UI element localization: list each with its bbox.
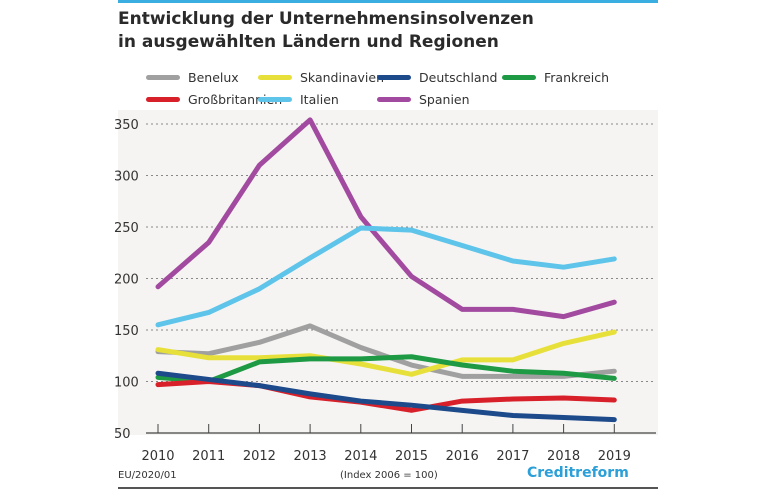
legend-label: Skandinavien <box>300 70 385 85</box>
x-tick-label: 2018 <box>547 449 580 464</box>
y-tick-label: 200 <box>114 273 139 288</box>
legend-item: Großbritannien <box>146 92 282 107</box>
y-tick-label: 350 <box>114 118 139 133</box>
y-tick-label: 50 <box>114 427 131 442</box>
legend-label: Italien <box>300 92 339 107</box>
chart-title: Entwicklung der Unternehmensinsolvenzen … <box>118 8 534 54</box>
legend-item: Skandinavien <box>258 70 384 85</box>
series-line-italien <box>155 225 617 328</box>
legend-label: Frankreich <box>544 70 610 85</box>
series-line-spanien <box>155 117 617 320</box>
legend-label: Deutschland <box>419 70 498 85</box>
index-note: (Index 2006 = 100) <box>340 470 438 481</box>
series-line-skandinavien <box>155 329 617 377</box>
title-line-1: Entwicklung der Unternehmensinsolvenzen <box>118 9 534 29</box>
legend-item: Spanien <box>377 92 470 107</box>
legend-label: Spanien <box>419 92 470 107</box>
legend-label: Benelux <box>188 70 239 85</box>
x-tick-label: 2019 <box>598 449 631 464</box>
creditreform-logo: Creditreform <box>527 465 629 481</box>
y-tick-label: 100 <box>114 376 139 391</box>
series-line-großbritannien <box>155 379 617 413</box>
legend-swatch <box>146 75 180 80</box>
title-line-2: in ausgewählten Ländern und Regionen <box>118 32 499 52</box>
legend-item: Benelux <box>146 70 239 85</box>
y-tick-label: 150 <box>114 324 139 339</box>
series-line-deutschland <box>155 370 617 423</box>
legend-swatch <box>146 97 180 102</box>
legend-swatch <box>377 75 411 80</box>
y-tick-label: 250 <box>114 221 139 236</box>
x-tick-label: 2011 <box>192 449 225 464</box>
y-tick-label: 300 <box>114 170 139 185</box>
legend-label: Großbritannien <box>188 92 283 107</box>
x-tick-label: 2017 <box>496 449 529 464</box>
x-tick-label: 2016 <box>446 449 479 464</box>
legend-item: Frankreich <box>502 70 609 85</box>
bottom-rule <box>118 487 658 489</box>
x-tick-label: 2012 <box>243 449 276 464</box>
top-rule <box>118 0 658 3</box>
legend-swatch <box>377 97 411 102</box>
legend-swatch <box>258 75 292 80</box>
x-tick-label: 2014 <box>344 449 377 464</box>
legend-swatch <box>258 97 292 102</box>
series-line-frankreich <box>155 354 617 384</box>
x-tick-label: 2010 <box>141 449 174 464</box>
source-code: EU/2020/01 <box>118 470 177 481</box>
legend-swatch <box>502 75 536 80</box>
x-tick-label: 2013 <box>294 449 327 464</box>
legend-item: Italien <box>258 92 339 107</box>
legend-item: Deutschland <box>377 70 497 85</box>
x-tick-label: 2015 <box>395 449 428 464</box>
